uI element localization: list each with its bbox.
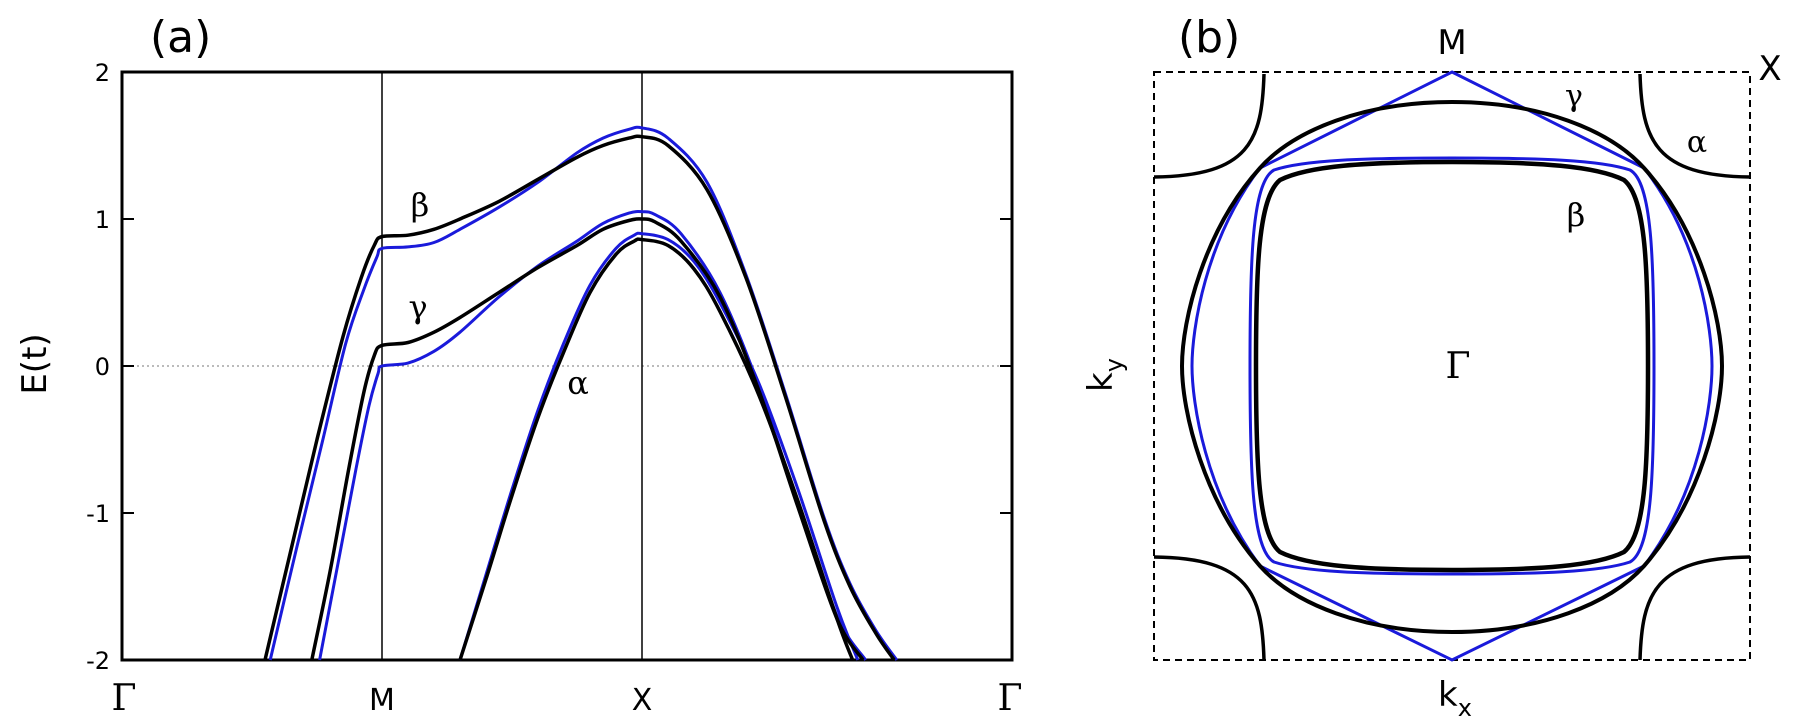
beta-barrel-black	[1253, 159, 1651, 573]
band-curves	[263, 125, 899, 661]
xtick-label-m: M	[369, 683, 395, 718]
x-axis-label-sub: x	[1458, 694, 1472, 720]
ytick-label: 2	[95, 59, 110, 87]
y-axis-label: E(t)	[15, 333, 55, 394]
label-m-point: M	[1437, 23, 1466, 63]
xtick-label-x: X	[632, 683, 653, 718]
x-axis-label: kx	[1438, 675, 1472, 720]
band-label-beta: β	[411, 186, 430, 224]
y-axis-label-main: k	[1081, 372, 1121, 392]
panel-b-label: (b)	[1178, 12, 1240, 63]
y-axis-label-sub: y	[1100, 358, 1128, 372]
band-label-gamma: γ	[408, 288, 427, 326]
gamma-barrel-blue	[1190, 70, 1714, 662]
band-alpha-black-line	[458, 237, 855, 661]
xtick-label-gamma-end: Γ	[998, 678, 1023, 719]
band-beta-black-line	[263, 134, 896, 661]
alpha-pocket-bottom-right	[1638, 555, 1751, 661]
alpha-pockets	[1153, 73, 1751, 661]
x-axis-label-main: k	[1438, 675, 1458, 715]
label-gamma-point: Γ	[1446, 346, 1471, 387]
y-axis-label-b: ky	[1081, 358, 1128, 392]
ytick-label: 0	[95, 353, 110, 381]
band-alpha-blue-line	[458, 231, 860, 661]
panel-a-band-structure: (a) E(t) 2 1 0 -1 -2 Γ M X	[15, 12, 1022, 719]
label-x-point: X	[1758, 49, 1781, 89]
band-label-alpha: α	[567, 364, 589, 402]
alpha-pocket-top-left	[1153, 73, 1266, 179]
beta-barrel-blue	[1248, 156, 1656, 576]
label-alpha-pocket: α	[1687, 125, 1707, 160]
panel-b-fermi-surface: (b) M X Γ α β γ kx ky	[1081, 12, 1782, 720]
y-ticks: 2 1 0 -1 -2	[86, 59, 1012, 675]
label-gamma-barrel: γ	[1565, 79, 1583, 114]
gamma-barrel-black	[1179, 99, 1725, 635]
alpha-pocket-bottom-left	[1153, 555, 1266, 661]
ytick-label: 1	[95, 206, 110, 234]
xtick-label-gamma-start: Γ	[112, 678, 137, 719]
panel-a-label: (a)	[150, 12, 211, 63]
alpha-pocket-top-right	[1638, 73, 1751, 179]
x-ticks: Γ M X Γ	[112, 678, 1023, 719]
label-beta-barrel: β	[1567, 196, 1586, 234]
ytick-label: -1	[86, 500, 110, 528]
ytick-label: -2	[86, 647, 110, 675]
